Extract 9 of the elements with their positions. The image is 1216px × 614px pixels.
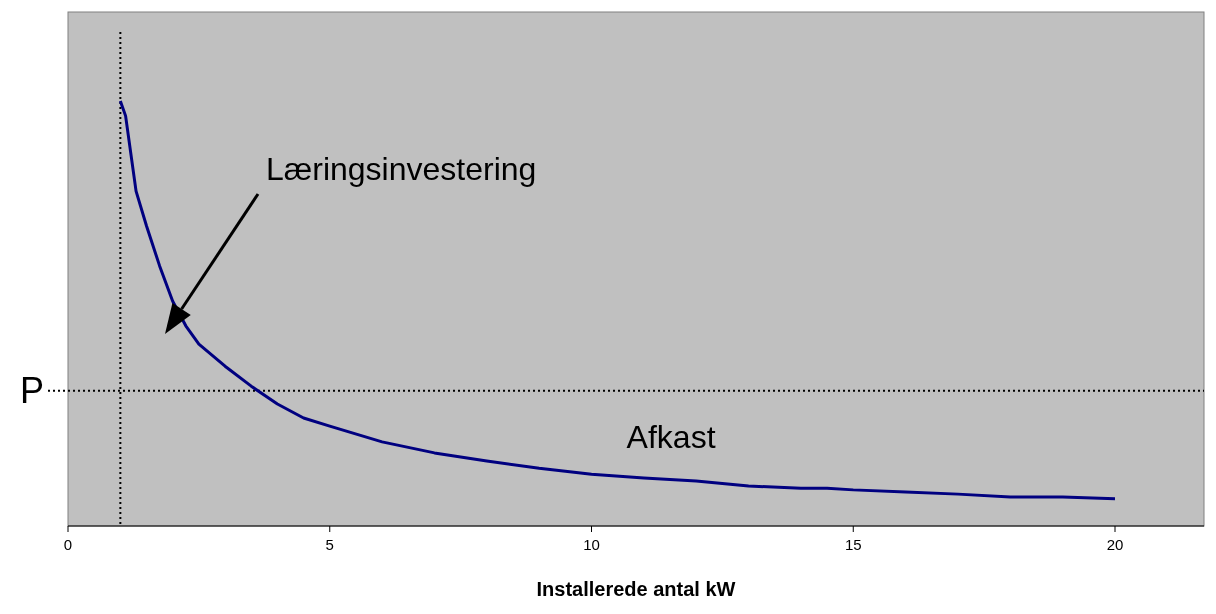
- x-tick-label: 10: [583, 536, 600, 553]
- x-tick-label: 15: [844, 536, 862, 553]
- x-tick-label: 5: [325, 536, 334, 553]
- annotation: Afkast: [626, 419, 716, 455]
- ref-line-label: P: [19, 369, 44, 411]
- x-tick-label: 0: [63, 536, 73, 553]
- annotation: Læringsinvestering: [266, 151, 537, 187]
- x-axis-title: Installerede antal kW: [536, 578, 736, 600]
- x-tick-label: 20: [1106, 536, 1124, 553]
